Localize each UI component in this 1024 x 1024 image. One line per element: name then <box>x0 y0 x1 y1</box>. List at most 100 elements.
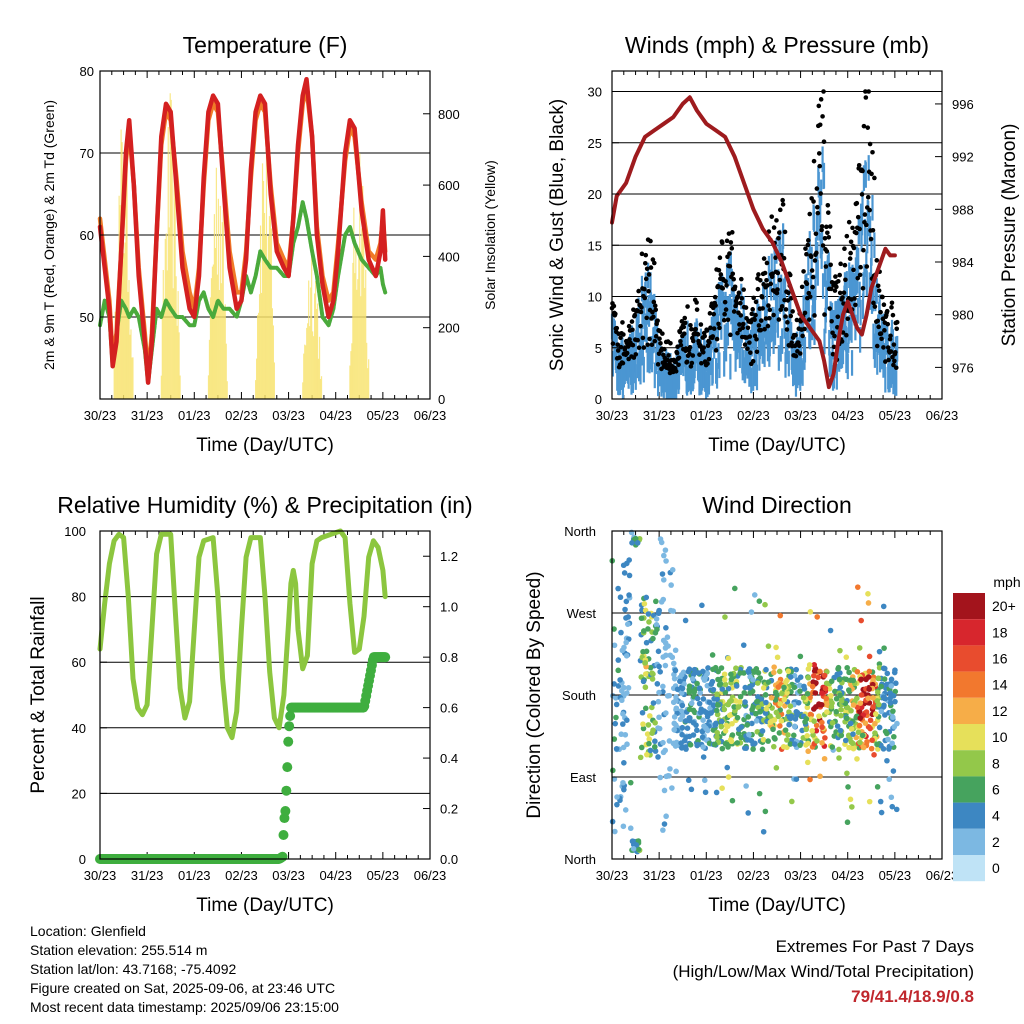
gust-point <box>827 306 833 311</box>
direction-point <box>814 614 821 620</box>
direction-point <box>708 710 714 716</box>
direction-point <box>721 676 728 683</box>
gust-point <box>814 250 819 256</box>
gust-point <box>739 296 745 301</box>
x-tick-label: 02/23 <box>225 408 258 423</box>
direction-point <box>719 686 726 692</box>
direction-point <box>805 666 812 672</box>
chart-humidity: 30/23 31/23 01/23 02/23 03/23 04/23 05/23 06/23… <box>28 492 473 916</box>
direction-point <box>714 691 720 697</box>
gust-point <box>693 326 698 332</box>
direction-point <box>746 685 753 691</box>
gust-point <box>782 297 787 303</box>
gust-point <box>653 334 659 339</box>
direction-point <box>622 731 629 738</box>
gust-point <box>762 270 768 276</box>
station-info: Location: Glenfield Station elevation: 2… <box>30 922 339 1017</box>
direction-point <box>888 676 895 683</box>
direction-point <box>652 748 659 754</box>
gust-point <box>773 255 778 261</box>
direction-point <box>619 647 626 654</box>
gust-point <box>837 290 843 296</box>
direction-point <box>649 704 655 711</box>
y-tick-label: 60 <box>72 655 86 670</box>
x-tick-label: 30/23 <box>596 868 629 883</box>
gust-point <box>843 277 848 283</box>
gust-point <box>668 340 673 346</box>
direction-point <box>650 727 656 734</box>
gust-point <box>806 238 811 243</box>
direction-point <box>824 709 830 715</box>
gust-point <box>754 349 760 355</box>
precip-point <box>277 851 288 862</box>
colorbar-label: 2 <box>992 834 1000 850</box>
y-axis-label: 2m & 9m T (Red, Orange) & 2m Td (Green) <box>41 100 57 370</box>
direction-point <box>642 705 649 712</box>
direction-point <box>870 704 876 710</box>
direction-point <box>725 685 732 692</box>
direction-point <box>834 723 841 729</box>
direction-point <box>865 600 872 606</box>
gust-point <box>636 288 641 294</box>
direction-point <box>731 704 737 710</box>
direction-point <box>882 728 889 735</box>
colorbar-label: 14 <box>992 677 1008 693</box>
direction-point <box>684 725 691 731</box>
gust-point <box>653 307 659 313</box>
direction-point <box>773 765 780 771</box>
direction-point <box>640 725 647 732</box>
direction-point <box>793 666 799 673</box>
direction-point <box>737 699 743 705</box>
direction-point <box>613 714 619 721</box>
direction-point <box>785 668 792 675</box>
gust-point <box>681 331 687 336</box>
x-tick-label: 06/23 <box>414 868 447 883</box>
gust-point <box>617 355 622 360</box>
gust-point <box>690 338 696 344</box>
gust-point <box>821 89 826 94</box>
direction-point <box>638 744 645 751</box>
gust-point <box>851 267 856 273</box>
gust-point <box>740 325 746 331</box>
direction-point <box>762 808 769 815</box>
direction-point <box>788 713 795 719</box>
direction-point <box>808 712 815 718</box>
direction-point <box>624 717 630 723</box>
direction-point <box>718 723 725 730</box>
direction-point <box>682 617 689 624</box>
direction-point <box>613 745 620 752</box>
direction-point <box>678 745 685 751</box>
gust-point <box>785 320 790 325</box>
latlon-text: Station lat/lon: 43.7168; -75.4092 <box>30 961 237 977</box>
gust-point <box>800 333 805 339</box>
chart-temperature: 30/23 31/23 01/23 02/23 03/23 04/23 05/23 06/23… <box>41 32 498 456</box>
gust-point <box>716 267 722 273</box>
y-tick-label: 40 <box>72 721 86 736</box>
direction-point <box>679 685 686 692</box>
gust-point <box>713 303 718 308</box>
direction-point <box>708 681 715 688</box>
gust-point <box>783 307 789 312</box>
colorbar-label: 4 <box>992 808 1000 824</box>
gust-point <box>816 151 822 156</box>
direction-point <box>864 738 870 745</box>
direction-point <box>875 675 882 682</box>
direction-point <box>816 713 822 719</box>
gust-point <box>780 202 786 207</box>
direction-point <box>777 723 783 729</box>
direction-point <box>716 682 723 688</box>
direction-point <box>757 708 764 715</box>
direction-point <box>817 668 823 675</box>
gust-point <box>766 303 771 308</box>
colorbar-label: 0 <box>992 860 1000 876</box>
gust-point <box>870 149 875 155</box>
gust-point <box>646 288 651 294</box>
direction-point <box>661 552 667 559</box>
direction-point <box>668 607 674 614</box>
gust-point <box>774 218 779 223</box>
gust-point <box>842 246 847 252</box>
direction-point <box>686 686 693 693</box>
direction-point <box>712 721 719 728</box>
precip-point <box>380 652 391 663</box>
gust-point <box>711 311 717 317</box>
